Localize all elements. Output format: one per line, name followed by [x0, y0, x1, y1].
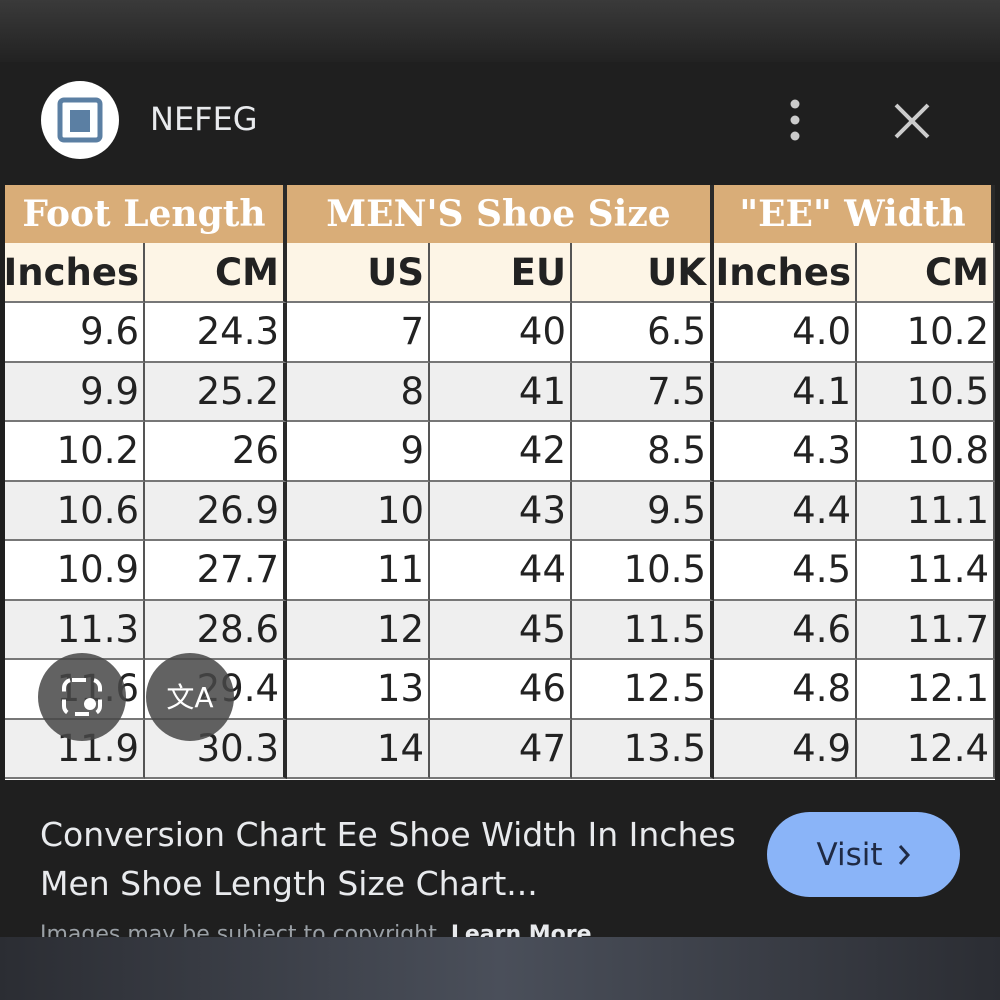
learn-more-link[interactable]: Learn More [450, 922, 592, 937]
group-header: MEN'S Shoe Size [287, 185, 714, 243]
table-cell: 27.7 [145, 541, 287, 601]
table-cell: 12 [287, 600, 430, 660]
background-blur [0, 937, 1000, 1000]
lens-overlay[interactable]: 文A [38, 652, 238, 742]
column-header: UK [572, 243, 714, 303]
table-cell: 43 [430, 481, 572, 541]
notice-text: Images may be subject to copyright. [40, 922, 444, 937]
table-cell: 40 [430, 303, 572, 363]
table-cell: 10.2 [857, 303, 995, 363]
table-cell: 13 [287, 660, 430, 720]
close-button[interactable] [893, 102, 931, 140]
table-cell: 4.9 [714, 719, 857, 779]
table-cell: 10.8 [857, 422, 995, 482]
table-cell: 41 [430, 362, 572, 422]
table-cell: 4.4 [714, 481, 857, 541]
table-cell: 11.7 [857, 600, 995, 660]
table-cell: 7 [287, 303, 430, 363]
table-cell: 47 [430, 719, 572, 779]
size-chart-table: Foot Length MEN'S Shoe Size "EE" Width Inch… [4, 185, 995, 780]
chevron-icon [898, 844, 910, 865]
column-header: CM [145, 243, 287, 303]
table-cell: 10.2 [5, 422, 145, 482]
table-cell: 28.6 [145, 600, 287, 660]
table-cell: 4.5 [714, 541, 857, 601]
column-header: CM [857, 243, 995, 303]
group-header: "EE" Width [714, 185, 995, 243]
table-cell: 24.3 [145, 303, 287, 363]
copyright-notice: Images may be subject to copyright. Lear… [40, 922, 592, 937]
table-cell: 12.4 [857, 719, 995, 779]
table-cell: 11.1 [857, 481, 995, 541]
table-cell: 13.5 [572, 719, 714, 779]
table-cell: 25.2 [145, 362, 287, 422]
more-options[interactable] [780, 98, 810, 144]
table-cell: 10 [287, 481, 430, 541]
table-cell: 10.5 [572, 541, 714, 601]
image-viewer: NEFEG Foot Length MEN'S Shoe Size "EE" Wid… [0, 62, 1000, 937]
column-header: US [287, 243, 430, 303]
table-cell: 7.5 [572, 362, 714, 422]
column-header: EU [430, 243, 572, 303]
image-title[interactable]: Conversion Chart Ee Shoe Width In Inches… [40, 815, 736, 903]
table-cell: 12.1 [857, 660, 995, 720]
table-cell: 9.9 [5, 362, 145, 422]
table-cell: 11.5 [572, 600, 714, 660]
table-cell: 42 [430, 422, 572, 482]
table-cell: 26.9 [145, 481, 287, 541]
table-cell: 8.5 [572, 422, 714, 482]
table-cell: 4.8 [714, 660, 857, 720]
visit-button[interactable]: Visit [767, 812, 960, 897]
table-cell: 4.0 [714, 303, 857, 363]
table-cell: 46 [430, 660, 572, 720]
table-cell: 11.4 [857, 541, 995, 601]
table-cell: 9 [287, 422, 430, 482]
source-logo[interactable] [40, 80, 120, 160]
source-name: NEFEG [150, 100, 258, 138]
table-cell: 11 [287, 541, 430, 601]
table-cell: 45 [430, 600, 572, 660]
table-cell: 6.5 [572, 303, 714, 363]
table-cell: 4.6 [714, 600, 857, 660]
table-cell: 14 [287, 719, 430, 779]
column-header: Inches [4, 243, 145, 303]
table-cell: 10.5 [857, 362, 995, 422]
column-header: Inches [714, 243, 857, 303]
table-cell: 8 [287, 362, 430, 422]
table-cell: 9.6 [5, 303, 145, 363]
table-cell: 44 [430, 541, 572, 601]
table-cell: 4.1 [714, 362, 857, 422]
table-cell: 10.9 [5, 541, 145, 601]
table-cell: 10.6 [5, 481, 145, 541]
table-cell: 9.5 [572, 481, 714, 541]
group-header: Foot Length [5, 185, 287, 243]
table-cell: 12.5 [572, 660, 714, 720]
svg-text:文A: 文A [166, 681, 213, 714]
visit-label: Visit [816, 836, 883, 873]
table-cell: 4.3 [714, 422, 857, 482]
table-cell: 26 [145, 422, 287, 482]
